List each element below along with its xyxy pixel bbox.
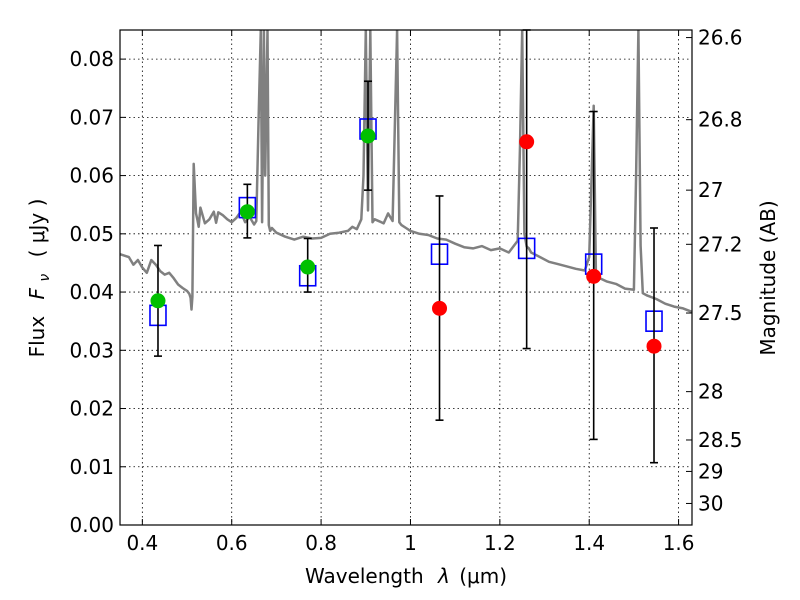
right-tick-label: 30 [698,491,723,515]
plot-frame [119,29,693,526]
x-tick-label: 0.6 [216,531,248,555]
observed-flux-point-green [360,128,376,144]
tick-marks-and-labels: 0.4 0.6 0.8 1 1.2 1.4 1.6 0.00 0.01 0.02 0.03 0.04 0… [69,26,742,555]
right-tick-label: 28.5 [698,428,743,452]
y-tick-label: 0.01 [69,455,114,479]
right-tick-label: 27 [698,178,723,202]
plot-area [120,30,692,314]
grid-lines [120,30,692,525]
x-tick-label: 0.8 [305,531,337,555]
right-tick-label: 26.6 [698,26,743,50]
y-tick-label: 0.08 [69,47,114,71]
y-axis-label: Flux F ν ( μJy ) [25,199,54,358]
y-tick-label: 0.03 [69,338,114,362]
observed-flux-point-red [646,338,662,354]
observed-flux-point-green [300,259,316,275]
data-series [149,29,663,464]
y-tick-label: 0.06 [69,164,114,188]
sed-model-curve [120,30,692,314]
x-tick-label: 0.4 [126,531,158,555]
x-tick-label: 1.6 [663,531,695,555]
right-axis-label: Magnitude (AB) [756,200,780,355]
x-tick-label: 1 [404,531,417,555]
right-tick-label: 27.5 [698,301,743,325]
y-tick-label: 0.05 [69,222,114,246]
observed-flux-point-red [586,268,602,284]
right-tick-label: 29 [698,459,723,483]
x-tick-label: 1.2 [484,531,516,555]
observed-flux-point-green [239,204,255,220]
x-tick-label: 1.4 [573,531,605,555]
y-tick-label: 0.07 [69,105,114,129]
observed-flux-point-green [150,293,166,309]
right-tick-label: 28 [698,380,723,404]
y-tick-label: 0.02 [69,397,114,421]
x-axis-label: Wavelength λ (μm) [305,564,507,588]
right-tick-label: 27.2 [698,232,743,256]
observed-flux-point-red [519,134,535,150]
y-tick-label: 0.04 [69,280,114,304]
observed-flux-point-red [432,300,448,316]
y-tick-label: 0.00 [69,513,114,537]
right-tick-label: 26.8 [698,108,743,132]
